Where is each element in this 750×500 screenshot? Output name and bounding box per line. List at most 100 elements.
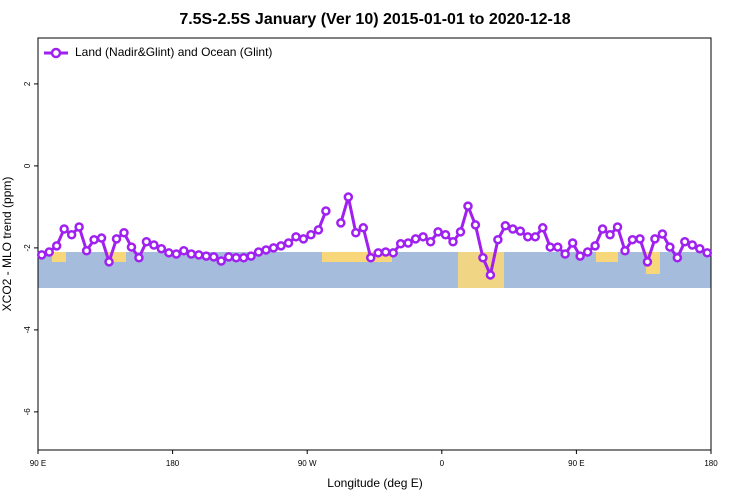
data-point [89, 234, 99, 245]
data-point [523, 232, 533, 242]
data-point [612, 222, 623, 232]
data-point [508, 224, 518, 234]
data-point [478, 252, 488, 263]
data-point [66, 230, 77, 240]
data-point [36, 250, 47, 260]
data-point [156, 243, 167, 254]
data-point [134, 252, 144, 263]
data-point [403, 238, 413, 248]
data-point [665, 242, 675, 252]
y-tick-label: 2 [23, 81, 32, 86]
data-point [291, 232, 301, 242]
data-point [253, 247, 264, 257]
data-point [336, 218, 346, 228]
data-point [702, 248, 713, 258]
data-point [104, 257, 114, 267]
data-point [642, 257, 653, 267]
data-point [51, 241, 62, 251]
data-point [552, 242, 563, 252]
data-point [470, 220, 481, 230]
data-point [186, 249, 197, 259]
data-point [515, 226, 526, 236]
data-point [418, 232, 428, 242]
data-point [59, 224, 69, 234]
data-point [194, 250, 204, 260]
data-point [560, 249, 570, 259]
data-point [141, 236, 152, 247]
x-tick-label: 90 E [30, 459, 46, 468]
data-point [650, 234, 660, 244]
x-tick-label: 180 [166, 459, 180, 468]
data-point [261, 245, 271, 255]
data-point [567, 238, 578, 248]
plot-frame [37, 37, 712, 451]
data-point [545, 242, 555, 252]
x-axis-label: Longitude (deg E) [327, 476, 422, 490]
data-point [440, 230, 451, 240]
y-tick-label: -4 [23, 326, 32, 334]
data-point [455, 227, 466, 237]
data-point [268, 243, 279, 253]
data-point [373, 248, 383, 258]
data-point [538, 223, 548, 233]
data-point [590, 241, 600, 251]
data-point [201, 251, 211, 261]
data-point [395, 239, 406, 249]
data-point [306, 230, 316, 240]
data-point [231, 252, 241, 263]
data-point [238, 252, 249, 263]
data-point [687, 240, 698, 250]
data-point [216, 256, 226, 266]
data-point [171, 249, 182, 259]
x-tick-label: 0 [440, 459, 445, 468]
legend-label: Land (Nadir&Glint) and Ocean (Glint) [75, 45, 272, 59]
data-point [96, 233, 107, 243]
data-point [493, 234, 503, 245]
x-tick-label: 180 [704, 459, 718, 468]
data-point [672, 252, 683, 263]
y-tick-label: 0 [23, 163, 32, 168]
data-point [126, 242, 137, 252]
data-point [343, 192, 354, 202]
legend-marker [50, 47, 62, 59]
data-point [298, 234, 309, 244]
data-point [657, 229, 668, 239]
data-point [635, 234, 645, 244]
y-tick-label: -6 [23, 408, 32, 416]
data-point [283, 238, 294, 248]
data-point [380, 247, 391, 257]
data-point [276, 241, 286, 251]
data-point [44, 247, 54, 257]
data-point [463, 201, 473, 211]
chart-title: 7.5S-2.5S January (Ver 10) 2015-01-01 to… [179, 11, 570, 28]
data-point [410, 234, 421, 244]
data-point [695, 243, 705, 254]
data-point [74, 222, 84, 232]
data-point [575, 251, 585, 261]
data-point [448, 236, 458, 247]
data-point [627, 234, 638, 245]
data-point [605, 230, 615, 240]
data-point [388, 248, 398, 258]
data-point [149, 240, 159, 250]
data-point [351, 227, 361, 238]
data-point [433, 227, 443, 237]
data-point [597, 224, 608, 234]
data-point [485, 270, 496, 280]
data-point [164, 248, 174, 258]
data-point [680, 236, 690, 247]
data-point [246, 251, 256, 261]
data-point [366, 252, 376, 263]
data-point [500, 221, 511, 231]
data-point [321, 206, 331, 216]
y-tick-label: -2 [23, 244, 32, 252]
x-tick-label: 90 E [568, 459, 584, 468]
data-point [313, 225, 324, 235]
y-axis-label: XCO2 - MLO trend (ppm) [0, 177, 14, 312]
data-point [179, 246, 189, 256]
data-point [582, 247, 593, 257]
data-point [620, 246, 630, 256]
data-point [425, 236, 436, 247]
data-point [111, 234, 122, 244]
